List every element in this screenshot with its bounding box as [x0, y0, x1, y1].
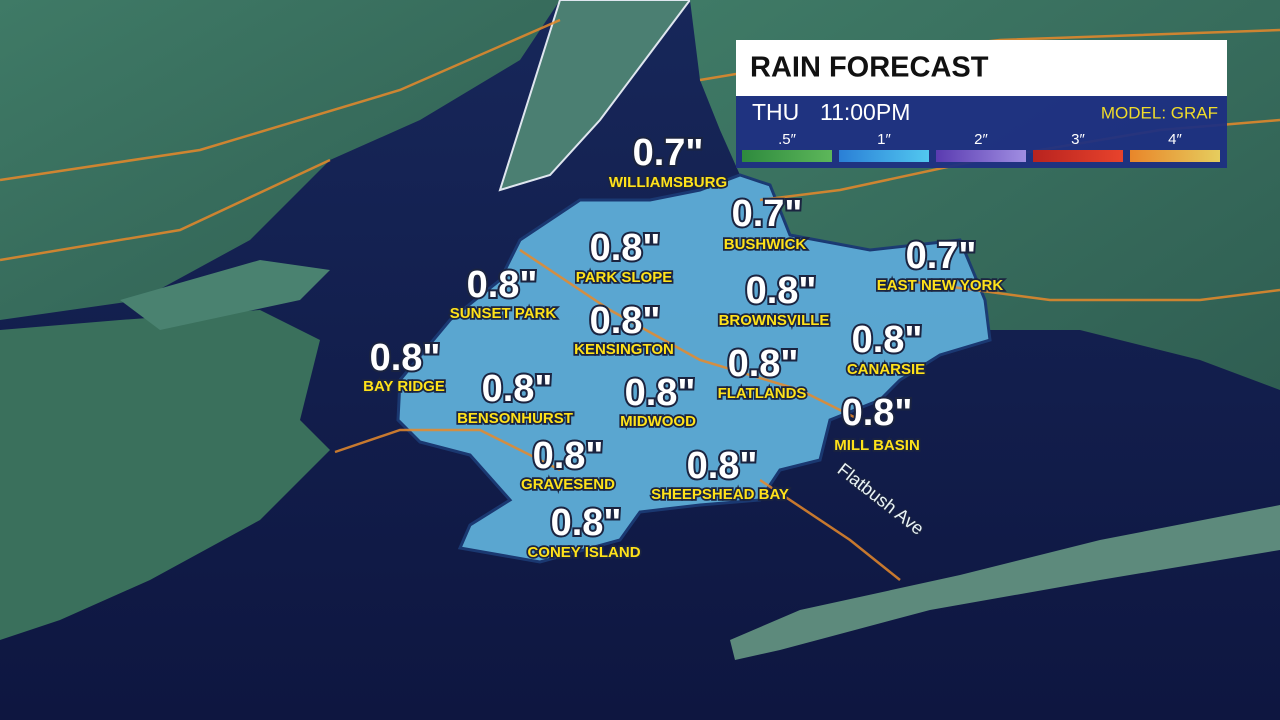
- location-name: CANARSIE: [847, 361, 925, 378]
- legend-swatch: [839, 150, 929, 162]
- location-name: WILLIAMSBURG: [609, 174, 727, 191]
- legend-label: 1″: [877, 131, 891, 148]
- legend-swatch: [936, 150, 1026, 162]
- legend-label: 2″: [974, 131, 988, 148]
- location-name: BAY RIDGE: [363, 378, 445, 395]
- rain-amount: 0.8": [590, 227, 661, 269]
- location-name: SHEEPSHEAD BAY: [651, 486, 789, 503]
- location-name: BENSONHURST: [457, 410, 573, 427]
- legend-swatch: [742, 150, 832, 162]
- location-name: PARK SLOPE: [576, 269, 672, 286]
- rain-amount: 0.8": [551, 502, 622, 544]
- location-name: SUNSET PARK: [450, 305, 557, 322]
- location-name: MIDWOOD: [620, 413, 696, 430]
- rain-amount: 0.8": [370, 337, 441, 379]
- rain-amount: 0.8": [852, 319, 923, 361]
- legend-swatch: [1130, 150, 1220, 162]
- road: [899, 278, 1280, 302]
- rain-amount: 0.8": [746, 270, 817, 312]
- rain-amount: 0.7": [732, 193, 803, 235]
- header-title-box: [736, 40, 1227, 96]
- rain-amount: 0.8": [842, 392, 913, 434]
- location-name: KENSINGTON: [574, 341, 674, 358]
- header-day: THU: [752, 99, 799, 125]
- brooklyn-rain-area: [396, 173, 992, 564]
- rain-amount: 0.8": [728, 343, 799, 385]
- road: [0, 18, 561, 182]
- road: [519, 248, 861, 422]
- land-staten-island: [0, 310, 330, 640]
- legend: .5″ 1″ 2″ 3″ 4″: [742, 131, 1220, 162]
- land-manhattan: [498, 0, 692, 192]
- header-title: RAIN FORECAST: [750, 52, 989, 84]
- location-name: MILL BASIN: [834, 437, 920, 454]
- rain-amount: 0.8": [482, 368, 553, 410]
- land-bayonne: [120, 260, 330, 330]
- location-name: EAST NEW YORK: [877, 277, 1004, 294]
- legend-label: 4″: [1168, 131, 1182, 148]
- rain-amount: 0.8": [687, 445, 758, 487]
- header-time: 11:00PM: [820, 99, 910, 125]
- road: [759, 478, 901, 581]
- header-model: MODEL: GRAF: [1101, 103, 1218, 122]
- rain-amount: 0.7": [633, 132, 704, 174]
- rain-amount: 0.8": [533, 435, 604, 477]
- road: [334, 428, 561, 472]
- land-rockaway: [730, 505, 1280, 660]
- legend-swatch: [1033, 150, 1123, 162]
- legend-label: 3″: [1071, 131, 1085, 148]
- location-name: CONEY ISLAND: [527, 544, 640, 561]
- road: [0, 158, 331, 262]
- location-name: FLATLANDS: [718, 385, 807, 402]
- location-name: GRAVESEND: [521, 476, 615, 493]
- rain-amount: 0.8": [590, 300, 661, 342]
- rain-amount: 0.8": [467, 264, 538, 306]
- location-name: BUSHWICK: [724, 236, 807, 253]
- rain-amount: 0.7": [906, 235, 977, 277]
- location-name: BROWNSVILLE: [719, 312, 830, 329]
- legend-label: .5″: [778, 131, 797, 148]
- rain-amount: 0.8": [625, 372, 696, 414]
